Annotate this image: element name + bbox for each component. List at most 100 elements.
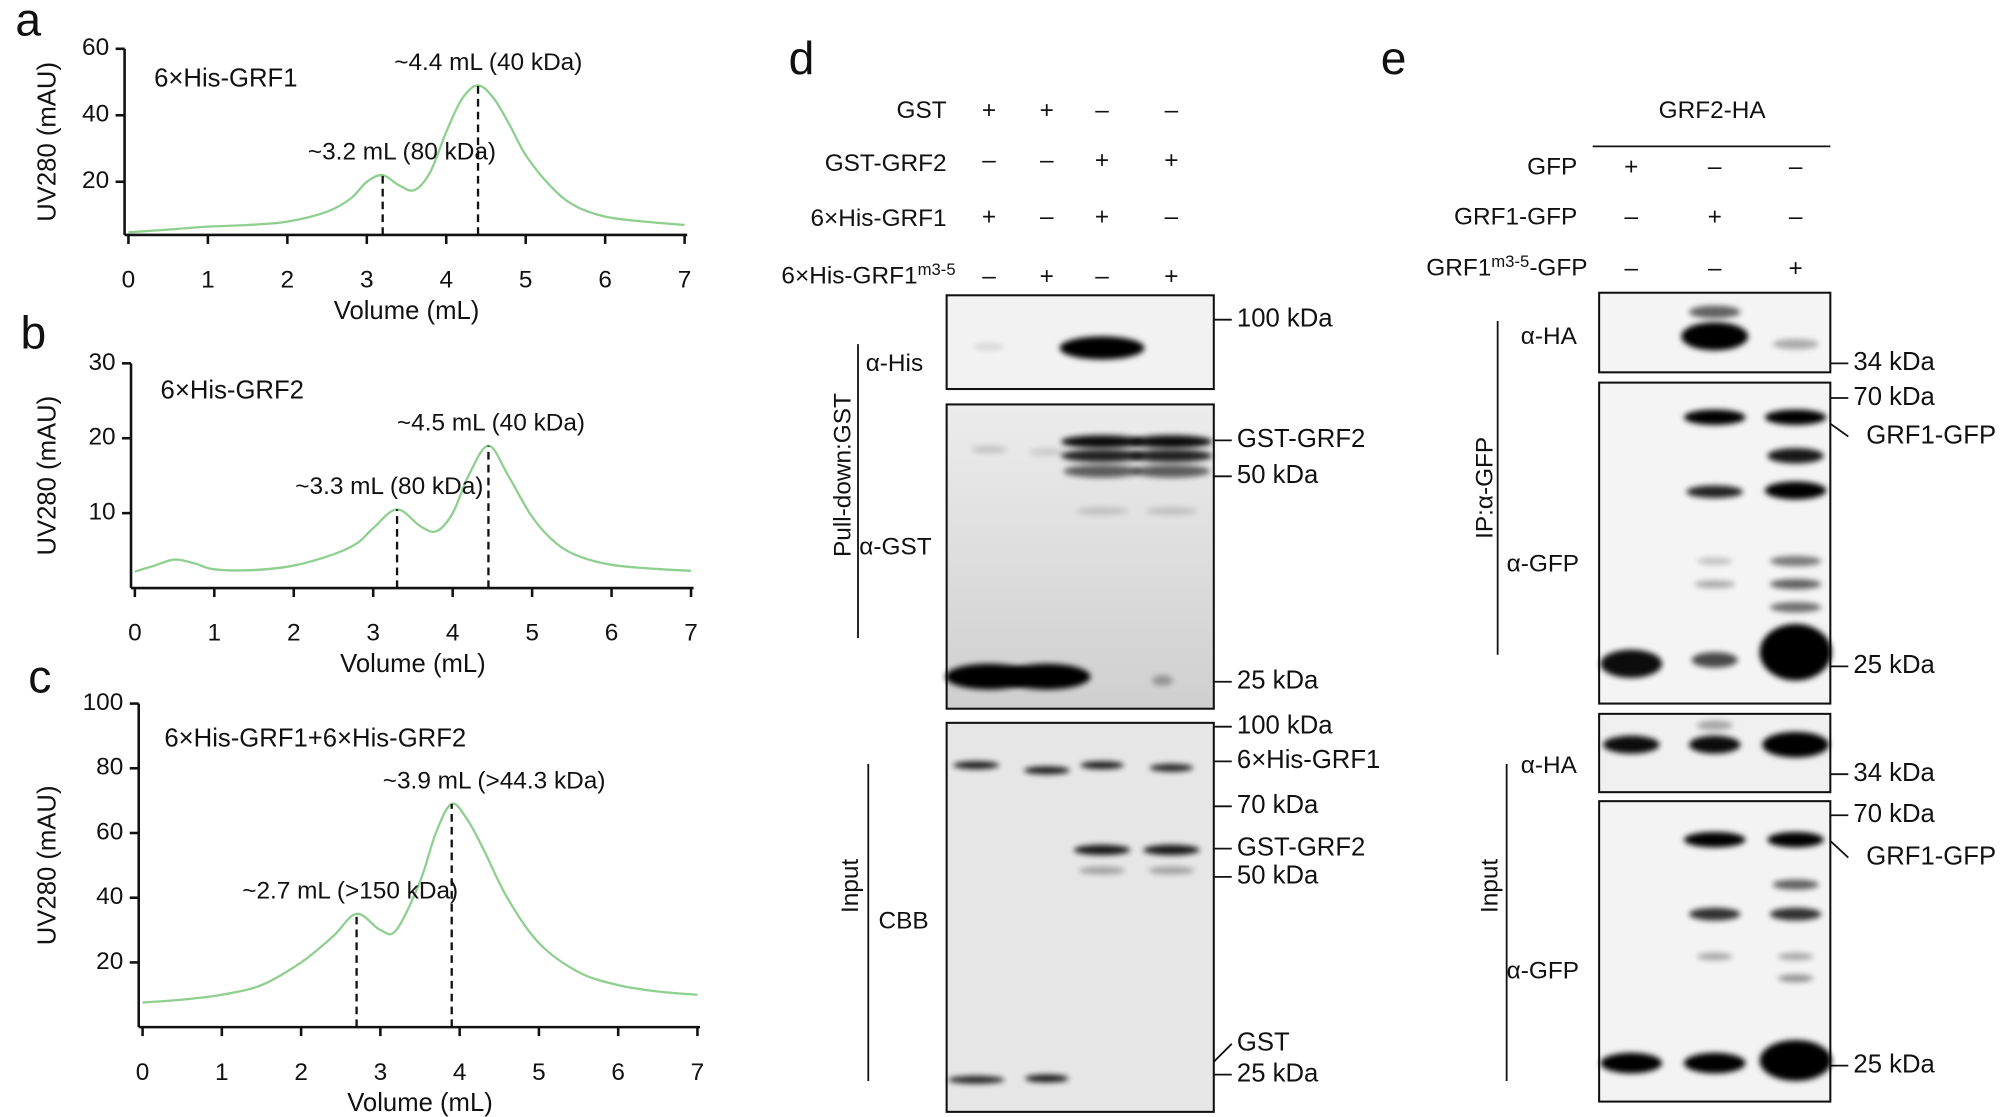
band <box>1063 464 1141 478</box>
sign: + <box>1164 263 1178 290</box>
sign: – <box>1040 147 1054 174</box>
sign: – <box>1624 255 1638 282</box>
marker-tick <box>1829 422 1849 438</box>
band <box>1777 952 1814 961</box>
x-tick-label: 0 <box>136 1059 150 1086</box>
sign: + <box>1789 255 1803 282</box>
y-axis-label: UV280 (mAU) <box>34 62 62 222</box>
marker-label: 25 kDa <box>1237 667 1319 695</box>
sign: + <box>982 97 996 124</box>
band <box>1772 879 1819 890</box>
band <box>1152 675 1173 686</box>
panel-label: b <box>21 307 47 359</box>
blot-label: α-HA <box>1521 752 1578 779</box>
x-tick-label: 4 <box>439 267 453 294</box>
condition-label: GRF1-GFP <box>1454 204 1577 231</box>
x-tick-label: 7 <box>691 1059 705 1086</box>
band <box>1148 866 1195 875</box>
band <box>1683 831 1746 848</box>
band <box>1689 305 1741 319</box>
x-tick-label: 7 <box>678 267 692 294</box>
x-tick-label: 5 <box>519 267 533 294</box>
marker-label: 34 kDa <box>1853 348 1935 376</box>
marker-label: 70 kDa <box>1853 383 1935 411</box>
marker-label: 25 kDa <box>1853 1050 1935 1078</box>
chart-title: 6×His-GRF1 <box>154 64 297 92</box>
marker-tick <box>1213 1043 1233 1063</box>
x-tick-label: 1 <box>215 1059 229 1086</box>
chart-title: 6×His-GRF2 <box>161 376 304 404</box>
label-after: -GFP <box>1529 255 1587 282</box>
band <box>973 342 1005 351</box>
marker-label: 34 kDa <box>1853 759 1935 787</box>
sign: – <box>982 147 996 174</box>
band <box>1073 844 1131 856</box>
x-tick-label: 4 <box>453 1059 467 1086</box>
panel-label: e <box>1381 32 1407 84</box>
y-tick-label: 40 <box>96 883 123 910</box>
band <box>1681 322 1749 351</box>
marker-label: 25 kDa <box>1237 1059 1319 1087</box>
band <box>1130 449 1213 463</box>
side-label: IP:α-GFP <box>1472 437 1499 539</box>
band <box>1764 409 1827 425</box>
label-sup: m3-5 <box>1491 253 1529 272</box>
band <box>1078 866 1126 875</box>
band <box>1764 481 1827 500</box>
band <box>971 445 1007 454</box>
band <box>1143 844 1200 856</box>
sign: – <box>1095 263 1109 290</box>
sign: + <box>1040 97 1054 124</box>
marker-label: 100 kDa <box>1237 711 1333 739</box>
line <box>128 84 685 234</box>
band <box>1689 907 1741 921</box>
condition-label: 6×His-GRF1 <box>810 205 946 232</box>
sign: – <box>982 263 996 290</box>
x-tick-label: 7 <box>684 620 698 647</box>
marker-label: 25 kDa <box>1853 651 1935 679</box>
band <box>1772 338 1819 350</box>
marker-label: 70 kDa <box>1853 800 1935 828</box>
band <box>1003 663 1091 690</box>
panel-label: a <box>15 0 41 45</box>
marker-tick <box>1829 840 1849 859</box>
marker-label: 6×His-GRF1 <box>1237 746 1380 774</box>
band <box>1130 435 1213 449</box>
sign: – <box>1040 204 1054 231</box>
sign: + <box>1095 147 1109 174</box>
blot-label: α-GFP <box>1507 550 1579 577</box>
x-tick-label: 2 <box>287 620 301 647</box>
condition-label: GFP <box>1527 154 1577 181</box>
x-tick-label: 2 <box>294 1059 308 1086</box>
band <box>1691 652 1738 668</box>
group-label: GRF2-HA <box>1659 97 1767 124</box>
y-tick-label: 20 <box>96 948 123 975</box>
panel-label: c <box>28 651 51 703</box>
band <box>1696 720 1733 731</box>
band <box>1769 907 1822 921</box>
band <box>953 761 1000 770</box>
annotation: ~3.2 mL (80 kDa) <box>308 139 496 166</box>
y-tick-label: 40 <box>82 101 109 128</box>
band <box>1132 464 1210 478</box>
sign: + <box>982 204 996 231</box>
annotation: ~3.3 mL (80 kDa) <box>295 473 483 500</box>
y-axis-label: UV280 (mAU) <box>34 785 62 945</box>
band <box>1059 336 1145 360</box>
x-tick-label: 1 <box>201 267 215 294</box>
sign: + <box>1095 204 1109 231</box>
band <box>1759 623 1832 681</box>
sign: + <box>1708 204 1722 231</box>
band <box>1600 1052 1663 1074</box>
band <box>1686 485 1743 499</box>
y-axis-label: UV280 (mAU) <box>34 396 62 556</box>
line <box>142 802 698 1004</box>
band <box>1602 735 1660 754</box>
marker-label: GST-GRF2 <box>1237 833 1365 861</box>
sign: – <box>1789 154 1803 181</box>
condition-label: 6×His-GRF1m3-5 <box>781 260 955 289</box>
annotation: ~3.9 mL (>44.3 kDa) <box>383 767 606 794</box>
band <box>1080 761 1124 770</box>
band <box>1759 1039 1832 1082</box>
